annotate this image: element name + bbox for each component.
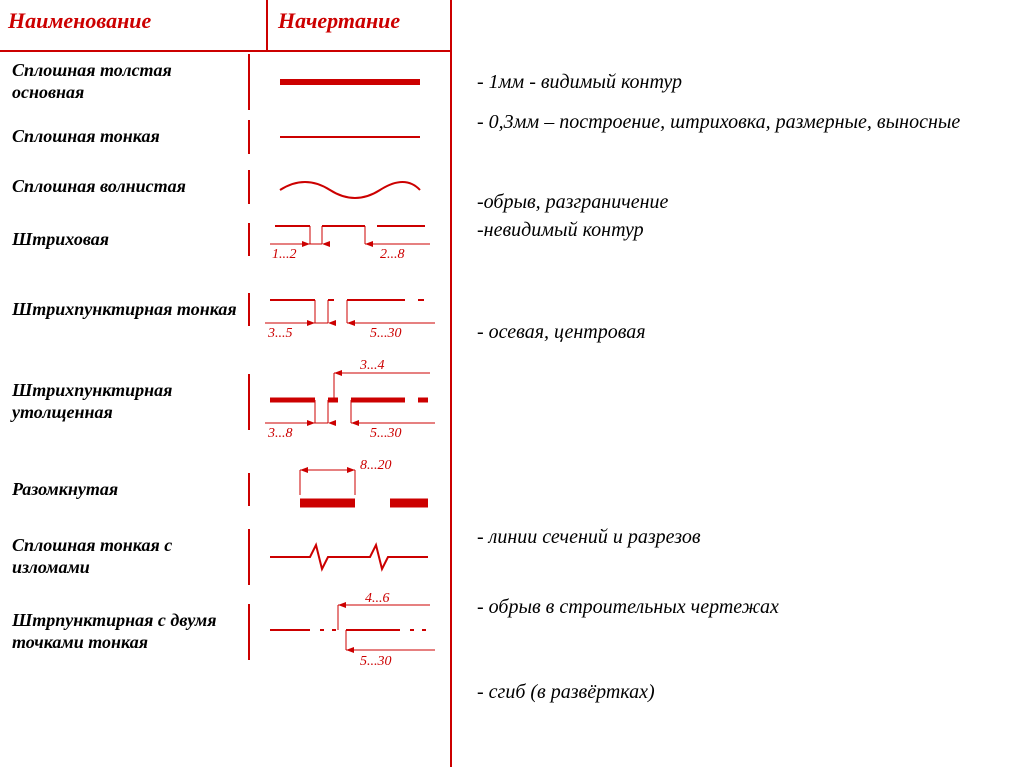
dim-dashed-gap: 1...2 — [272, 247, 297, 262]
row-open: Разомкнутая 8...20 — [0, 452, 450, 527]
desc-dash2dot: - сгиб (в развёртках) — [477, 680, 655, 705]
draw-open: 8...20 — [250, 451, 450, 529]
name-wavy: Сплошная волнистая — [0, 170, 250, 204]
header-drawing: Начертание — [268, 0, 450, 50]
table-body: Сплошная толстаяосновная Сплошная тонкая… — [0, 52, 450, 767]
name-dash2dot: Штрпунктирная с двумя точками тонкая — [0, 604, 250, 659]
desc-open: - линии сечений и разрезов — [477, 525, 701, 550]
draw-dashdot-thin: 3...5 5...30 — [250, 271, 450, 349]
desc-break: - обрыв в строительных чертежах — [477, 595, 779, 620]
dim-dd-thin-1: 3...5 — [267, 326, 293, 341]
dim-dd-thick-2: 5...30 — [370, 426, 402, 441]
draw-wavy — [250, 168, 450, 206]
name-open: Разомкнутая — [0, 473, 250, 507]
name-thick: Сплошная толстаяосновная — [0, 54, 250, 109]
name-thin: Сплошная тонкая — [0, 120, 250, 154]
table-header: Наименование Начертание — [0, 0, 450, 52]
draw-thick — [250, 63, 450, 101]
name-break: Сплошная тонкая с изломами — [0, 529, 250, 584]
draw-dash2dot: 4...6 5...30 — [250, 586, 450, 679]
row-break: Сплошная тонкая с изломами — [0, 527, 450, 587]
name-dashdot-thin: Штрихпунктирная тонкая — [0, 293, 250, 327]
row-wavy: Сплошная волнистая — [0, 162, 450, 212]
row-dashed: Штриховая 1...2 2...8 — [0, 212, 450, 267]
desc-wavy: -обрыв, разграничение — [477, 190, 668, 215]
row-dashdot-thick: Штрихпунктирная утолщенная 3...4 — [0, 352, 450, 452]
dim-open: 8...20 — [360, 458, 392, 473]
dim-2dot-bot: 5...30 — [360, 654, 392, 669]
draw-break — [250, 533, 450, 581]
name-dashdot-thick: Штрихпунктирная утолщенная — [0, 374, 250, 429]
dim-dd-thick-top: 3...4 — [359, 358, 385, 373]
row-thin: Сплошная тонкая — [0, 112, 450, 162]
row-dashdot-thin: Штрихпунктирная тонкая 3...5 — [0, 267, 450, 352]
draw-thin — [250, 118, 450, 156]
line-types-table: Наименование Начертание Сплошная толстая… — [0, 0, 452, 767]
row-dash2dot: Штрпунктирная с двумя точками тонкая 4..… — [0, 587, 450, 677]
desc-thick: - 1мм - видимый контур — [477, 70, 682, 95]
desc-thin: - 0,3мм – построение, штриховка, размерн… — [477, 110, 977, 135]
descriptions: - 1мм - видимый контур - 0,3мм – построе… — [452, 0, 1024, 767]
row-thick: Сплошная толстаяосновная — [0, 52, 450, 112]
name-dashed: Штриховая — [0, 223, 250, 257]
dim-dashed-stroke: 2...8 — [380, 247, 405, 262]
desc-dashed: -невидимый контур — [477, 218, 644, 243]
draw-dashed: 1...2 2...8 — [250, 210, 450, 270]
dim-2dot-top: 4...6 — [365, 591, 390, 606]
desc-dashdot-thin: - осевая, центровая — [477, 320, 646, 345]
draw-dashdot-thick: 3...4 3...8 5.. — [250, 351, 450, 454]
dim-dd-thin-2: 5...30 — [370, 326, 402, 341]
header-name: Наименование — [0, 0, 268, 50]
dim-dd-thick-1: 3...8 — [267, 426, 293, 441]
